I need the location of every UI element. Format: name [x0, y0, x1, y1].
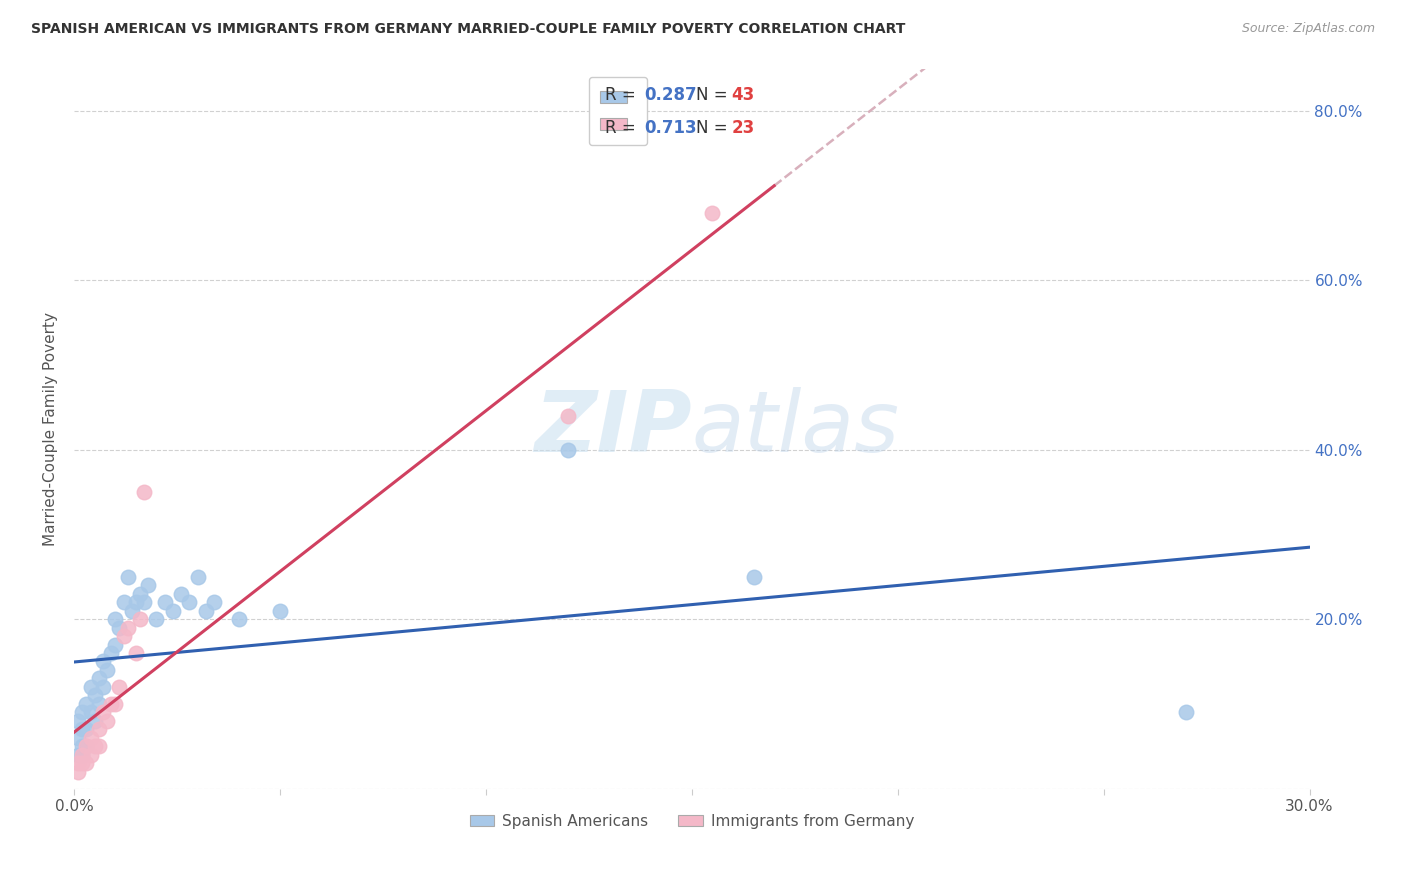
Point: [162, 604, 184, 618]
Point: [72, 747, 94, 762]
Point: [87, 739, 110, 754]
Point: [1175, 706, 1198, 720]
Point: [67, 731, 90, 745]
Text: 23: 23: [731, 120, 755, 137]
Point: [136, 578, 159, 592]
Text: N =: N =: [696, 87, 733, 104]
Point: [104, 638, 127, 652]
Point: [67, 764, 90, 779]
Point: [83, 714, 105, 728]
Point: [112, 629, 135, 643]
Point: [72, 747, 94, 762]
Point: [67, 756, 90, 771]
Point: [72, 706, 94, 720]
Point: [75, 739, 97, 754]
Text: Source: ZipAtlas.com: Source: ZipAtlas.com: [1241, 22, 1375, 36]
Point: [125, 646, 148, 660]
Point: [108, 621, 131, 635]
Point: [67, 747, 90, 762]
Point: [79, 706, 101, 720]
Point: [129, 612, 152, 626]
Point: [153, 595, 176, 609]
Point: [742, 570, 765, 584]
Y-axis label: Married-Couple Family Poverty: Married-Couple Family Poverty: [44, 311, 58, 546]
Point: [79, 680, 101, 694]
Point: [83, 689, 105, 703]
Point: [269, 604, 291, 618]
Point: [125, 595, 148, 609]
Point: [96, 663, 118, 677]
Point: [108, 680, 131, 694]
Point: [75, 697, 97, 711]
Point: [202, 595, 225, 609]
Point: [121, 604, 143, 618]
Legend: Spanish Americans, Immigrants from Germany: Spanish Americans, Immigrants from Germa…: [464, 807, 920, 835]
Text: atlas: atlas: [692, 387, 900, 470]
Point: [91, 706, 114, 720]
Point: [132, 595, 155, 609]
Text: SPANISH AMERICAN VS IMMIGRANTS FROM GERMANY MARRIED-COUPLE FAMILY POVERTY CORREL: SPANISH AMERICAN VS IMMIGRANTS FROM GERM…: [31, 22, 905, 37]
Point: [67, 714, 90, 728]
Point: [145, 612, 167, 626]
Point: [557, 409, 579, 423]
Point: [112, 595, 135, 609]
Point: [91, 655, 114, 669]
Point: [75, 739, 97, 754]
Point: [96, 714, 118, 728]
Text: 0.287: 0.287: [644, 87, 697, 104]
Point: [79, 747, 101, 762]
Point: [87, 723, 110, 737]
Point: [117, 570, 139, 584]
Point: [75, 723, 97, 737]
Point: [83, 739, 105, 754]
Point: [72, 739, 94, 754]
Point: [557, 442, 579, 457]
Point: [104, 697, 127, 711]
Point: [87, 697, 110, 711]
Point: [702, 205, 724, 219]
Text: N =: N =: [696, 120, 733, 137]
Point: [117, 621, 139, 635]
Text: R =: R =: [605, 120, 641, 137]
Point: [187, 570, 209, 584]
Point: [87, 672, 110, 686]
Point: [72, 756, 94, 771]
Point: [129, 587, 152, 601]
Point: [194, 604, 217, 618]
Point: [100, 646, 122, 660]
Point: [170, 587, 193, 601]
Text: 43: 43: [731, 87, 755, 104]
Point: [228, 612, 250, 626]
Text: R =: R =: [605, 87, 641, 104]
Text: ZIP: ZIP: [534, 387, 692, 470]
Point: [79, 731, 101, 745]
Point: [75, 756, 97, 771]
Text: 0.713: 0.713: [644, 120, 697, 137]
Point: [100, 697, 122, 711]
Point: [179, 595, 201, 609]
Point: [104, 612, 127, 626]
Point: [132, 485, 155, 500]
Point: [91, 680, 114, 694]
Point: [72, 723, 94, 737]
